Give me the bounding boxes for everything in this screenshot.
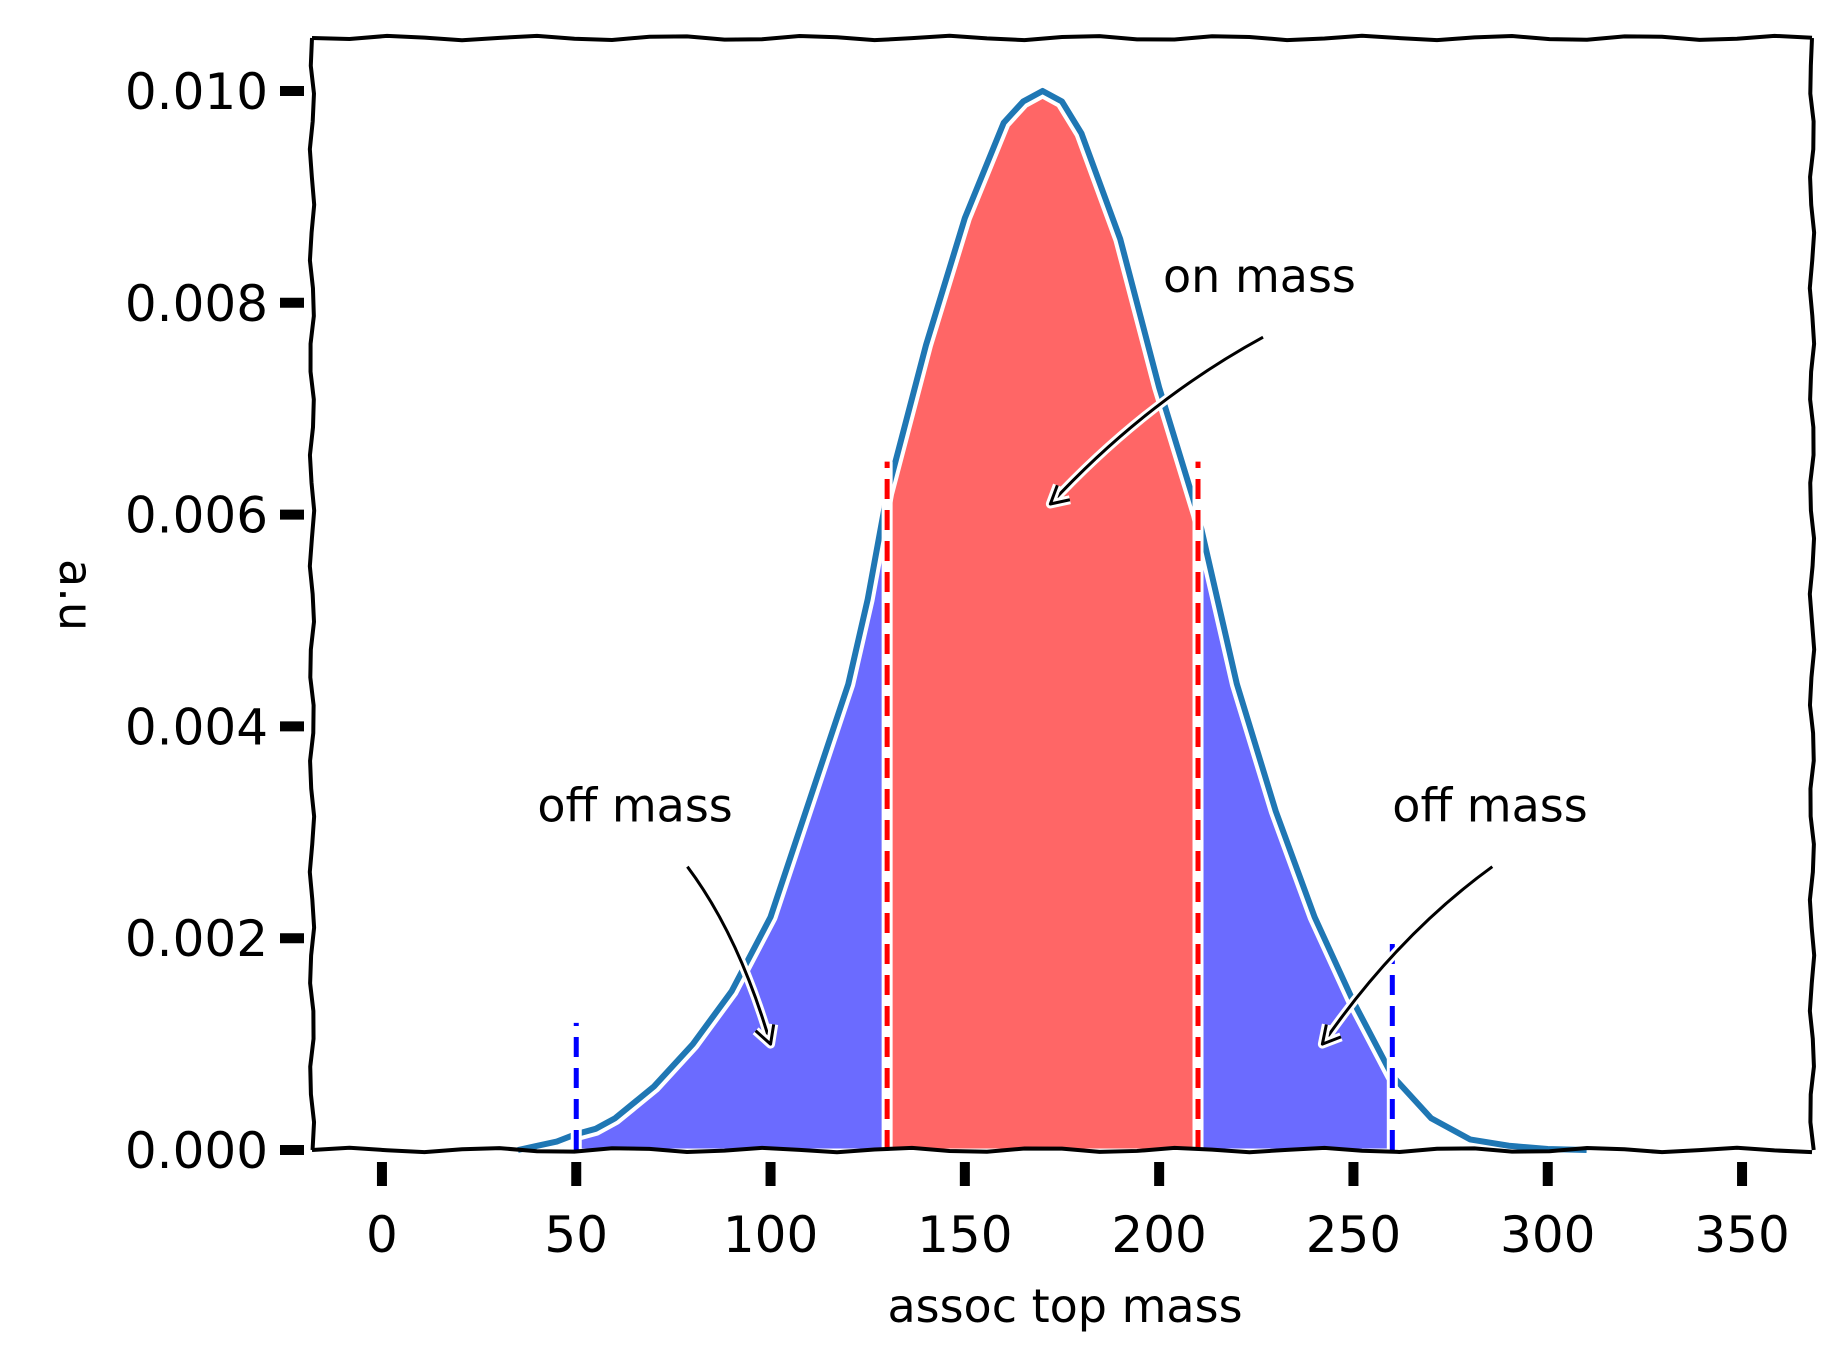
x-tick-label: 0: [366, 1206, 398, 1264]
x-tick-label: 300: [1500, 1206, 1595, 1264]
annotation-label: off mass: [537, 779, 732, 833]
frame-left: [307, 37, 317, 1151]
annotation-label: off mass: [1392, 779, 1587, 833]
frame-top: [311, 33, 1813, 43]
x-tick-label: 350: [1694, 1206, 1789, 1264]
x-axis-label: assoc top mass: [887, 1279, 1242, 1333]
annotation-arrowhead: [754, 1024, 776, 1046]
annotation-arrowhead: [1320, 1024, 1342, 1046]
plot-frame: [307, 33, 1817, 1155]
annotation-arrow: [686, 865, 772, 1045]
x-tick-label: 100: [723, 1206, 818, 1264]
y-axis-label: a.u: [49, 559, 103, 631]
y-tick-label: 0.000: [125, 1122, 268, 1180]
annotations: on mass off mass off mass: [537, 249, 1588, 1049]
frame-right: [1807, 37, 1817, 1151]
x-tick-label: 150: [917, 1206, 1012, 1264]
y-tick-label: 0.004: [125, 698, 268, 756]
distribution-curve: [516, 83, 1587, 1157]
x-axis-ticks: 0 50 100 150 200 250 300 350: [366, 1162, 1790, 1264]
y-axis-ticks: 0.000 0.002 0.004 0.006 0.008 0.010: [125, 63, 304, 1180]
x-tick-label: 250: [1306, 1206, 1401, 1264]
y-tick-label: 0.010: [125, 63, 268, 121]
y-tick-label: 0.002: [125, 910, 268, 968]
annotation-label: on mass: [1163, 249, 1356, 303]
y-tick-label: 0.006: [125, 487, 268, 545]
x-tick-label: 200: [1111, 1206, 1206, 1264]
y-tick-label: 0.008: [125, 275, 268, 333]
annotation-arrow: [1321, 865, 1494, 1045]
curve-line: [517, 87, 1587, 1153]
boundary-lines: [570, 461, 1398, 1150]
x-tick-label: 50: [544, 1206, 608, 1264]
annotation-arrowhead: [1048, 484, 1071, 506]
region-fill: [1196, 514, 1394, 1152]
frame-bottom: [311, 1145, 1813, 1155]
annotation-arrow: [1049, 335, 1264, 506]
region-fill: [885, 89, 1200, 1152]
